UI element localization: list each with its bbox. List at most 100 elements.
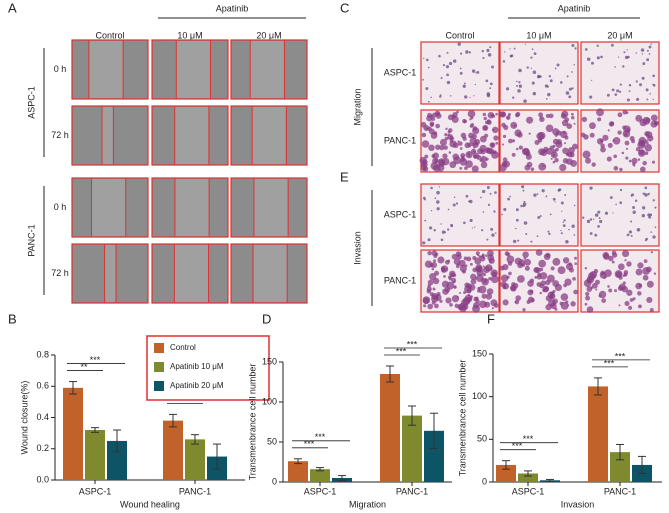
bar (163, 420, 183, 480)
cell (463, 256, 468, 261)
cell (456, 254, 462, 260)
cell (541, 189, 545, 193)
cell (617, 130, 622, 135)
cell (554, 158, 559, 163)
significance-label: *** (615, 351, 626, 361)
cell (436, 291, 441, 296)
cell (618, 283, 626, 291)
x-tick-label: ASPC-1 (79, 486, 112, 496)
cell (550, 266, 555, 271)
cell (493, 210, 496, 213)
cell (566, 75, 569, 78)
cell (539, 267, 544, 272)
cell (550, 157, 553, 160)
cell (594, 233, 598, 237)
cell (599, 219, 603, 224)
cell (600, 55, 603, 59)
cell (486, 120, 492, 126)
cell (613, 154, 618, 159)
cell (625, 147, 629, 150)
cell (567, 304, 570, 307)
cell (534, 139, 540, 146)
significance-label: *** (512, 441, 523, 451)
cell (554, 201, 556, 203)
cell (463, 82, 466, 85)
cell (558, 188, 562, 192)
cell (645, 131, 653, 139)
cell (531, 48, 534, 51)
cell (515, 218, 519, 222)
cell (515, 227, 517, 230)
cell (453, 285, 457, 289)
cell (432, 277, 440, 285)
cell (645, 139, 648, 142)
cell (509, 195, 511, 198)
column-label: Control (445, 30, 474, 40)
group-label: Invasion (352, 231, 362, 265)
cell (521, 263, 525, 267)
cell (564, 135, 569, 140)
cell (489, 82, 493, 86)
cell (480, 161, 488, 169)
cell (426, 115, 433, 122)
cell (455, 264, 460, 269)
legend-label: Apatinib 10 μM (170, 362, 224, 371)
cell (548, 75, 552, 78)
cell (490, 227, 494, 231)
cell (469, 124, 474, 128)
cell (597, 117, 602, 122)
column-label: Control (95, 30, 124, 40)
cell (537, 216, 541, 219)
cell (536, 282, 542, 287)
cell (448, 275, 452, 279)
cell (610, 121, 615, 126)
error-bar (169, 413, 177, 428)
cell (518, 145, 523, 150)
cell (451, 114, 456, 119)
cell (641, 76, 645, 80)
cell (537, 272, 542, 277)
cell (597, 225, 600, 228)
cell (447, 208, 450, 211)
cell (600, 139, 604, 143)
cell (545, 98, 548, 100)
cell (423, 304, 427, 308)
cell (471, 165, 479, 173)
cell (556, 63, 560, 67)
y-tick-label: 50 (477, 434, 487, 444)
cell (554, 67, 557, 70)
wound-area (250, 41, 285, 98)
cell (465, 194, 469, 198)
cell (427, 250, 432, 256)
cell (627, 305, 633, 310)
cell (632, 210, 636, 214)
cell (482, 211, 485, 213)
cell (624, 140, 630, 146)
cell (467, 152, 471, 156)
cell (625, 156, 629, 160)
cell (554, 133, 558, 137)
significance-label: *** (604, 358, 615, 368)
cell (458, 141, 463, 146)
cell (538, 259, 547, 268)
cell (623, 272, 628, 277)
row-label: PANC-1 (384, 135, 416, 145)
cell (439, 144, 445, 151)
cell (626, 49, 628, 51)
cell (469, 262, 473, 266)
cell (456, 110, 459, 114)
cell (483, 116, 487, 121)
cell (535, 249, 543, 256)
cell (646, 49, 649, 52)
bar (496, 464, 516, 482)
cell (650, 43, 652, 45)
cell (622, 281, 626, 285)
x-axis-label: Wound healing (120, 499, 180, 509)
wound-area (91, 179, 126, 236)
cell (486, 238, 489, 241)
cell (513, 47, 516, 50)
cell (454, 303, 459, 308)
cell (463, 291, 466, 295)
cell (523, 99, 527, 103)
cell (573, 122, 576, 125)
